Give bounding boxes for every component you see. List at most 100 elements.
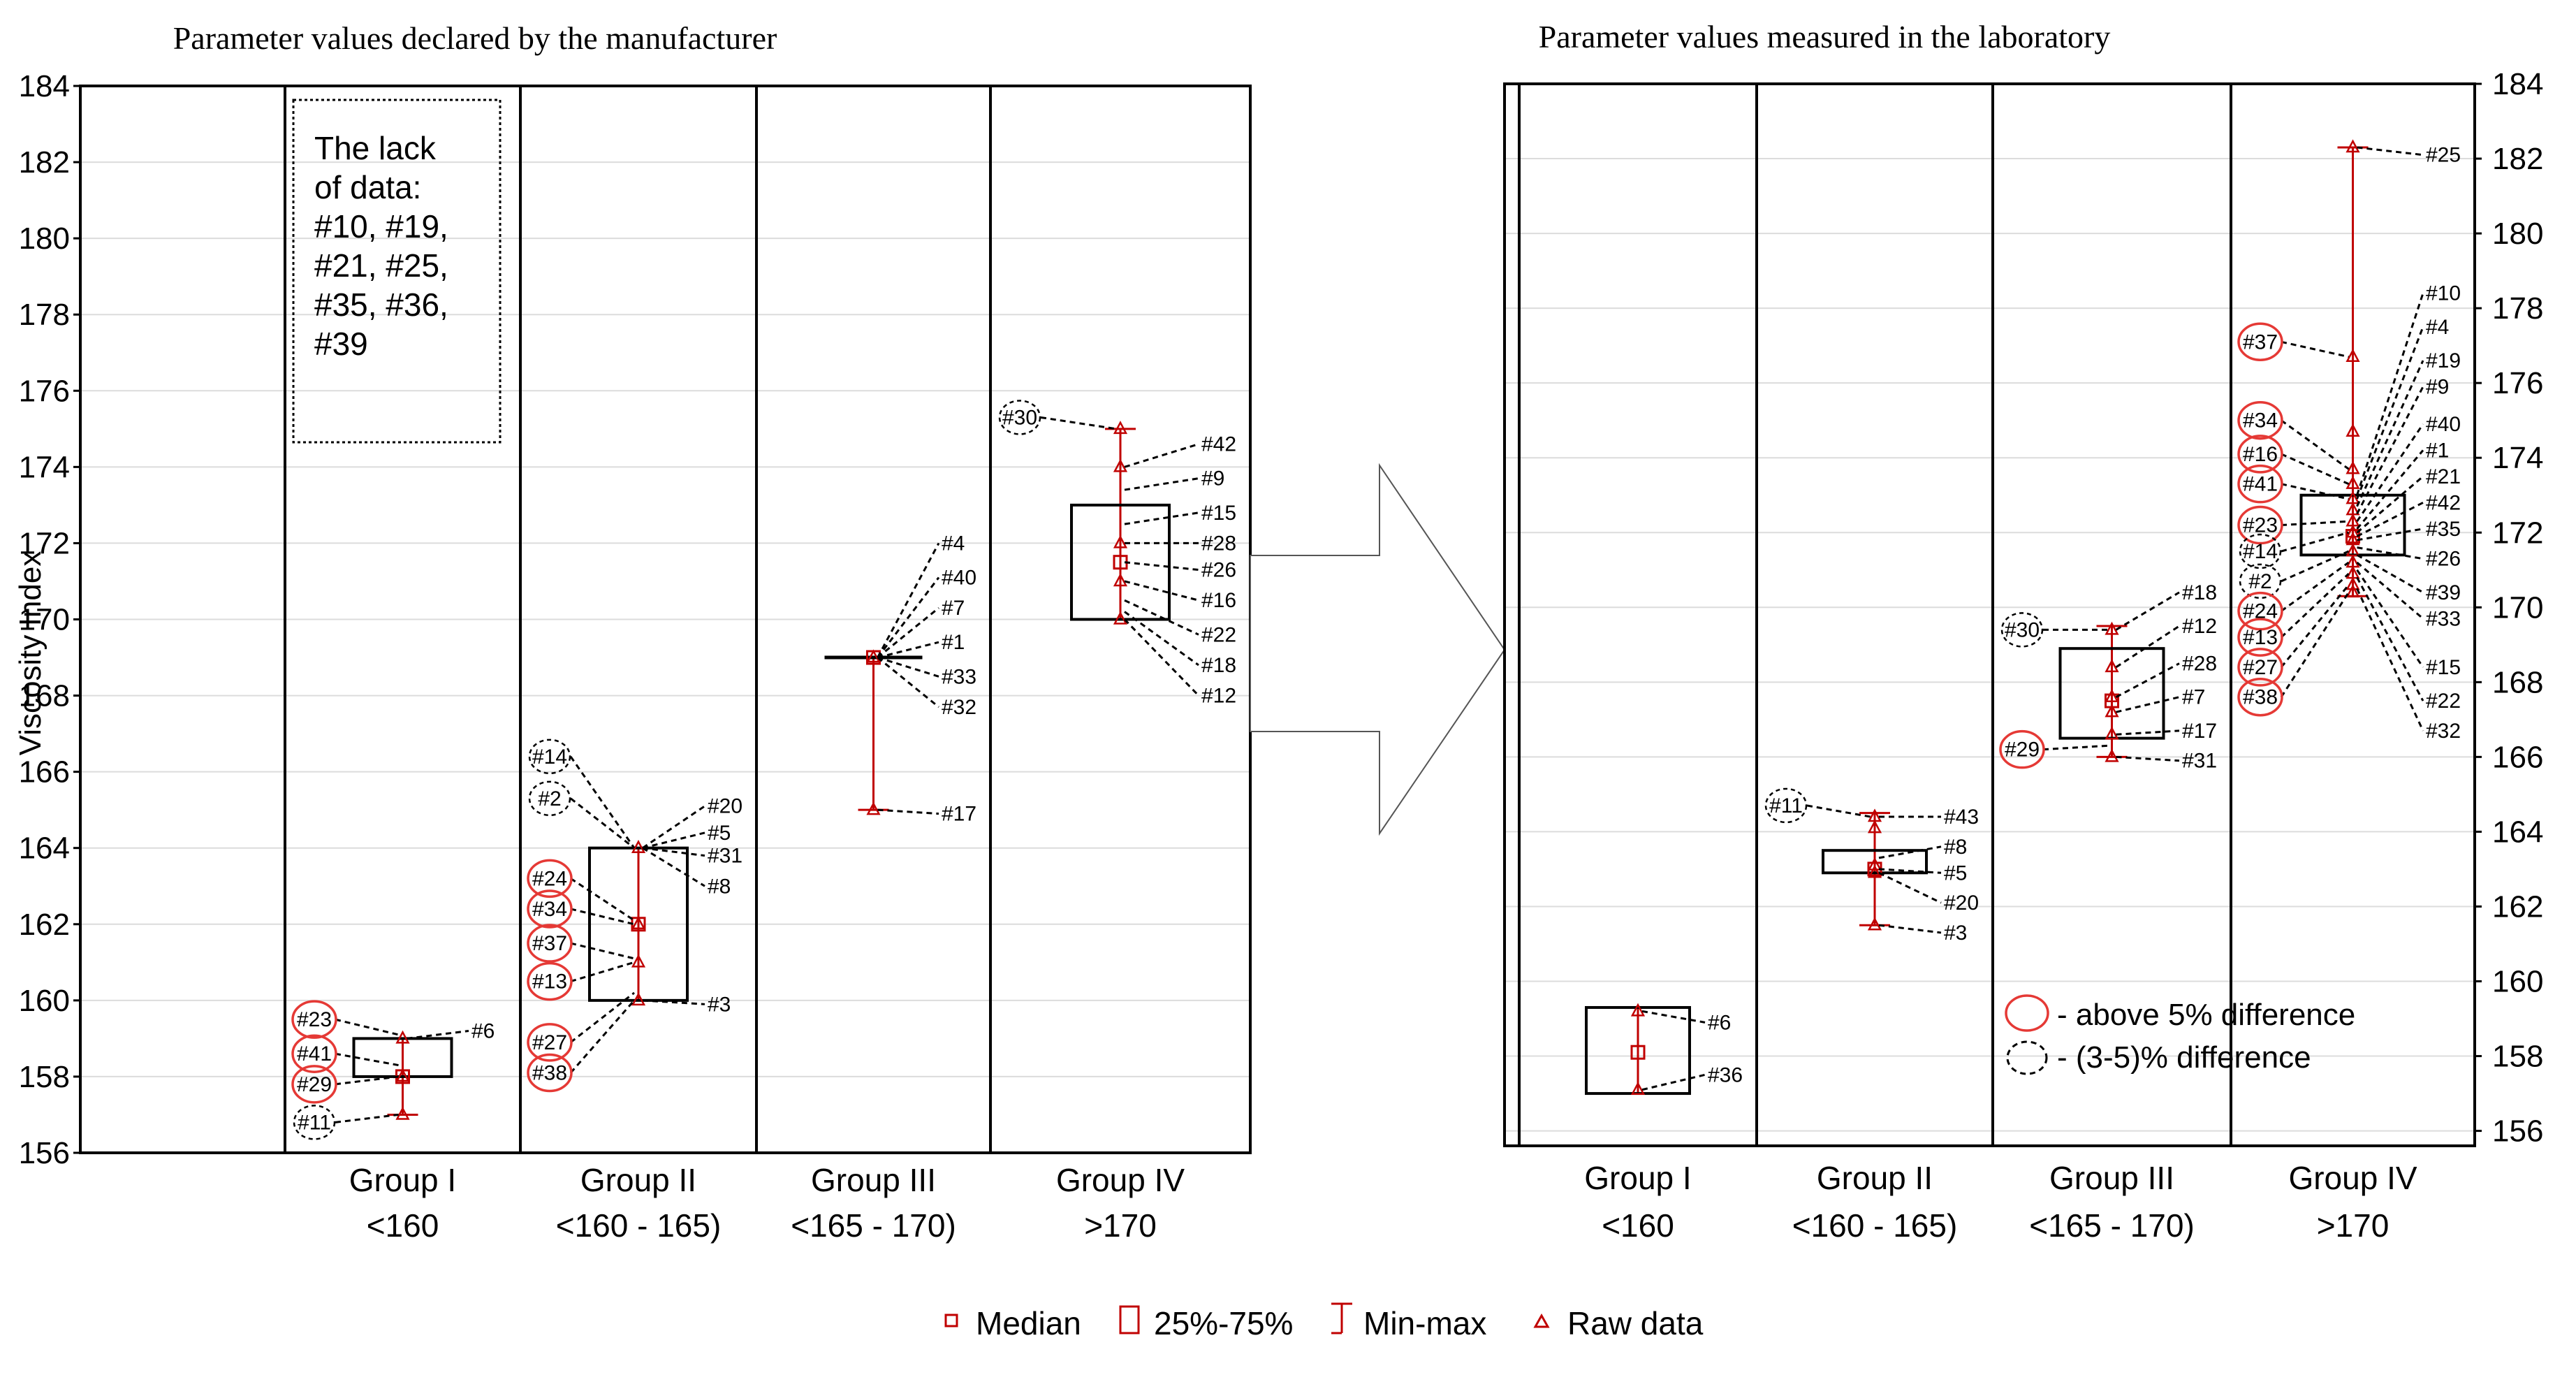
leader-line [1123,618,1200,697]
group-range-label: <160 [1602,1207,1674,1244]
y-tick-label: 160 [2492,965,2543,999]
above-5pct-marker-icon [2237,435,2283,474]
leader-line [335,1113,399,1123]
leader-line [642,831,705,850]
point-label: #33 [2426,607,2461,630]
above-5pct-marker-icon [291,1000,337,1039]
leader-line [2281,531,2349,553]
box [1070,503,1171,621]
leader-line [1878,868,1942,874]
point-label: #11 [1769,794,1803,817]
y-tick-label: 162 [19,908,70,942]
3-5pct-marker-icon [1764,787,1808,824]
leader-line [1124,443,1199,468]
leader-line [335,1018,399,1036]
legend: Median 25%-75% Min-max Raw data [944,1302,1704,1341]
leader-line [570,961,635,983]
y-tick-label: 178 [19,298,70,332]
point-label: #16 [2243,443,2278,466]
above-5pct-marker-icon [527,859,573,899]
point-label: #27 [2243,656,2278,679]
y-tick-label: 184 [2492,67,2543,101]
raw-data-point [1867,917,1882,931]
measured-groups: Group I <160 Group II <160 - 165) Group III <… [1518,84,2417,1244]
point-label: #29 [2005,739,2040,762]
group-range-label: <160 - 165) [1792,1207,1958,1244]
y-tick-label: 156 [19,1136,70,1170]
group-label: Group II [580,1162,696,1198]
declared-panel-title: Parameter values declared by the manufac… [173,20,777,56]
leader-line [2280,584,2350,668]
group-range-label: <165 - 170) [791,1207,956,1244]
y-tick-label: 156 [2492,1114,2543,1149]
raw-data-point [631,916,646,930]
missing-data-note-line: #10, #19, [314,208,448,245]
point-label: #10 [2426,282,2461,305]
y-tick-label: 182 [2492,142,2543,176]
point-label: #36 [1708,1063,1743,1086]
point-label: #28 [2182,653,2217,676]
measured-y-axis: 156 158 160 162 164 166 168 170 172 174 176 178 180 1… [2475,67,2543,1149]
point-label: #40 [942,567,976,590]
declared-panel: Parameter values declared by the manufac… [19,20,1252,1244]
leader-line [1124,580,1199,602]
y-tick-label: 172 [2492,516,2543,550]
point-label: #20 [1944,892,1979,915]
leader-line [2356,360,2424,507]
point-label: #1 [942,631,965,654]
raw-data-point [1113,421,1128,435]
leader-line [2357,546,2424,560]
point-label: #24 [532,867,567,890]
point-label: #32 [2426,720,2461,743]
missing-data-note-line: #21, #25, [314,247,448,284]
above-5pct-marker-icon [2237,648,2283,687]
leader-line [2356,386,2424,515]
median-point [1630,1045,1646,1060]
y-axis-title: Viscosity Index [13,551,47,756]
3-5pct-marker-icon [528,780,571,817]
leader-line [1124,599,1199,636]
point-label: #28 [1201,532,1236,555]
raw-data-point [2346,524,2360,538]
transition-arrow-icon [1250,463,1506,836]
above-5pct-marker-icon [527,889,573,929]
leader-line [2356,326,2424,500]
point-label: #42 [2426,491,2461,514]
leader-line [2115,662,2180,699]
point-label: #41 [2243,473,2278,496]
leader-line [569,755,636,849]
y-tick-label: 166 [19,755,70,790]
y-tick-label: 162 [2492,889,2543,924]
y-tick-label: 182 [19,145,70,180]
point-label: #7 [2182,686,2205,709]
leader-line [1641,1010,1706,1024]
above-5pct-marker-icon [1999,729,2045,769]
leader-line [2356,502,2424,537]
above-5pct-marker-icon [2237,591,2283,631]
point-label: #13 [2243,626,2278,649]
point-label: #8 [1944,836,1967,859]
3-5pct-marker-icon [2000,612,2044,648]
missing-data-note-line: The lack [314,130,437,166]
point-label: #34 [532,898,567,921]
raw-data-point [2346,476,2360,489]
raw-data-point [1630,1082,1646,1095]
leader-line [2280,592,2350,698]
point-label: #2 [538,787,561,810]
raw-data-point [1113,534,1128,548]
point-label: #16 [1201,589,1236,612]
y-tick-label: 174 [19,450,70,484]
raw-data-point [866,649,881,663]
declared-marks: #23 #41 #29 #11 #6 #14 #2 #24 #34 #37 #13 #27 #38 #20… [291,400,1236,1140]
point-label: #26 [1201,559,1236,582]
point-label: #15 [2426,656,2461,679]
raw-data-point [866,801,881,815]
leader-line [1878,871,1942,904]
raw-data-point [2346,460,2360,474]
point-label: #6 [471,1019,495,1042]
leader-line [2281,483,2349,500]
legend-median-label: Median [976,1305,1081,1341]
leader-line [2357,528,2424,541]
leader-line [570,878,635,922]
